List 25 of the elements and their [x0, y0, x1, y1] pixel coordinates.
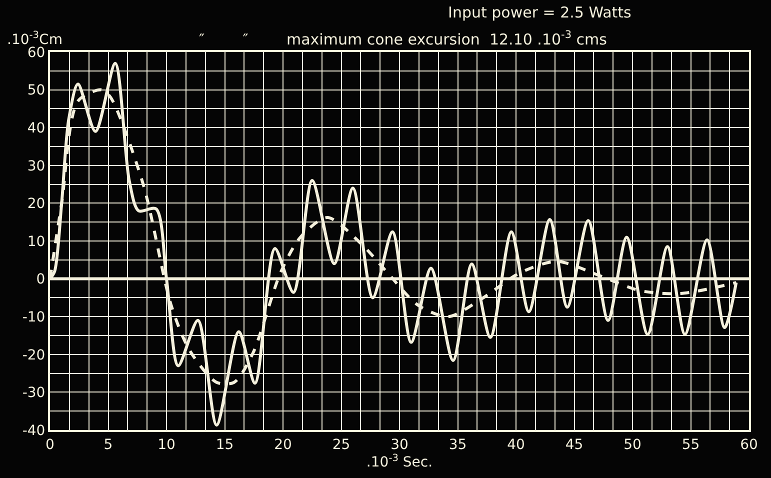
y-tick-label: 20 — [27, 196, 46, 212]
x-axis-title: .10$^{-3}$ Sec. — [366, 452, 433, 471]
x-tick-label: 55 — [682, 436, 700, 453]
y-tick-label: 30 — [27, 158, 46, 174]
x-tick-label: 45 — [565, 436, 584, 453]
y-tick-label: -40 — [22, 422, 46, 439]
x-tick-label: 25 — [332, 436, 350, 453]
x-tick-label: 20 — [274, 436, 292, 453]
x-tick-label: 40 — [507, 436, 525, 453]
x-tick-label: 60 — [740, 436, 758, 453]
y-tick-label: 50 — [27, 82, 46, 99]
y-tick-label: -10 — [22, 310, 46, 326]
y-tick-label: -30 — [22, 385, 46, 402]
y-tick-label: 0 — [36, 272, 46, 288]
chart-title: Input power = 2.5 Watts — [448, 4, 632, 22]
chart-subtitle: ″ ″ maximum cone excursion 12.10 .10$^{-3}$ cms — [199, 29, 608, 48]
y-tick-label: 10 — [27, 234, 46, 250]
y-tick-label: 40 — [27, 120, 46, 136]
x-tick-label: 15 — [216, 436, 234, 453]
x-tick-label: 50 — [624, 436, 642, 453]
x-tick-label: 5 — [104, 436, 113, 453]
y-tick-label: -20 — [22, 347, 46, 364]
x-tick-label: 30 — [390, 436, 408, 453]
x-tick-label: 35 — [448, 436, 467, 453]
x-tick-label: 10 — [158, 436, 176, 453]
